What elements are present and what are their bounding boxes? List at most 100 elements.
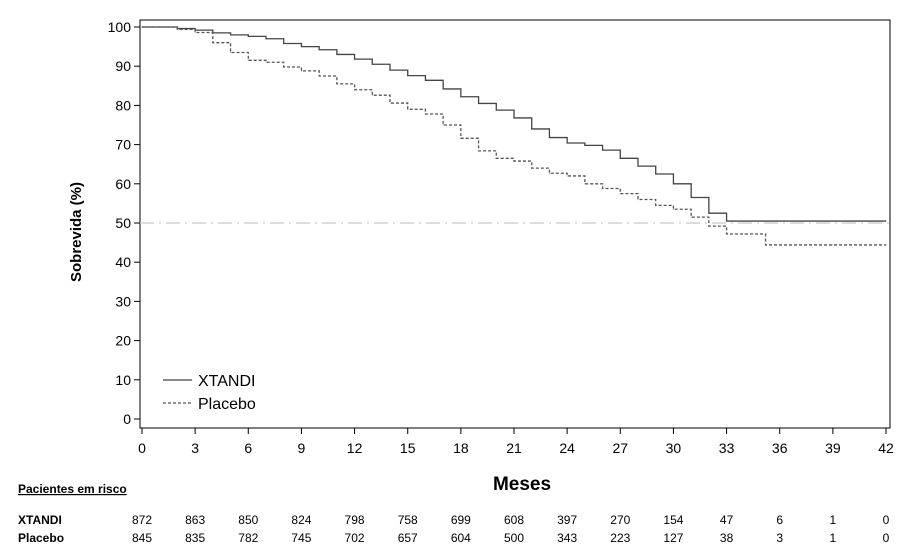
y-tick-label: 80 [115, 97, 131, 113]
risk-value-placebo: 702 [345, 531, 365, 545]
risk-value-xtandi: 872 [132, 513, 152, 527]
plot-area [139, 19, 891, 429]
x-tick-label: 24 [559, 440, 575, 456]
data-point-xtandi [371, 63, 373, 65]
y-tick-label: 60 [115, 176, 131, 192]
data-point-placebo [424, 113, 427, 115]
legend-label-placebo: Placebo [198, 396, 256, 413]
data-point-xtandi [779, 220, 781, 222]
data-point-placebo [885, 244, 887, 246]
x-tick-label: 33 [719, 440, 735, 456]
data-point-xtandi [424, 79, 427, 81]
data-point-placebo [566, 175, 568, 177]
data-point-placebo [495, 157, 497, 159]
x-tick-label: 0 [138, 440, 146, 456]
x-tick-label: 27 [612, 440, 628, 456]
data-point-placebo [764, 244, 767, 246]
data-point-placebo [194, 31, 196, 34]
x-tick-label: 30 [666, 440, 682, 456]
data-point-placebo [353, 89, 356, 91]
y-tick-label: 50 [115, 215, 131, 231]
data-point-xtandi [584, 144, 586, 146]
x-tick-label: 21 [506, 440, 522, 456]
data-point-xtandi [265, 38, 267, 40]
data-point-placebo [637, 198, 639, 201]
risk-row-name-xtandi: XTANDI [18, 513, 62, 527]
data-point-xtandi [495, 109, 497, 111]
data-point-xtandi [655, 173, 657, 175]
data-point-placebo [548, 172, 551, 174]
data-point-xtandi [336, 53, 338, 56]
x-tick-label: 3 [191, 440, 199, 456]
risk-value-placebo: 745 [291, 531, 311, 545]
data-point-xtandi [690, 196, 692, 199]
risk-value-xtandi: 824 [291, 513, 311, 527]
data-point-placebo [761, 233, 763, 235]
data-point-placebo [265, 61, 267, 63]
data-point-xtandi [601, 149, 604, 151]
data-point-placebo [283, 66, 285, 68]
data-point-placebo [477, 150, 480, 152]
risk-value-placebo: 38 [720, 531, 734, 545]
x-tick-label: 42 [878, 440, 894, 456]
series-line-xtandi [142, 26, 886, 222]
x-tick-label: 18 [453, 440, 469, 456]
y-tick-label: 100 [108, 19, 132, 35]
data-point-placebo [300, 70, 303, 72]
y-tick-label: 30 [115, 293, 131, 309]
data-point-xtandi [283, 42, 285, 45]
risk-value-placebo: 657 [398, 531, 418, 545]
data-point-xtandi [725, 220, 728, 222]
data-point-xtandi [531, 128, 533, 130]
data-point-placebo [212, 42, 214, 44]
data-point-xtandi [708, 212, 710, 214]
data-point-placebo [159, 26, 161, 28]
data-point-xtandi [513, 117, 515, 119]
data-point-xtandi [300, 46, 303, 48]
risk-value-xtandi: 850 [238, 513, 258, 527]
risk-value-xtandi: 699 [451, 513, 471, 527]
risk-value-xtandi: 154 [663, 513, 683, 527]
y-tick-label: 20 [115, 333, 131, 349]
data-point-placebo [690, 216, 692, 218]
risk-value-xtandi: 47 [720, 513, 734, 527]
risk-value-xtandi: 863 [185, 513, 205, 527]
series-layer [141, 26, 887, 246]
y-tick-label: 10 [115, 372, 131, 388]
y-tick-label: 90 [115, 58, 131, 74]
risk-value-placebo: 3 [776, 531, 783, 545]
axes-layer: 0 3 6 9 12 15 18 21 24 27 30 33 36 39 4201020304050607… [108, 19, 894, 456]
data-point-placebo [176, 28, 179, 30]
data-point-xtandi [477, 102, 480, 105]
risk-value-xtandi: 0 [883, 513, 890, 527]
data-point-placebo [513, 160, 515, 162]
risk-row-name-placebo: Placebo [18, 531, 64, 545]
risk-value-xtandi: 6 [776, 513, 783, 527]
y-axis-title: Sobrevida (%) [68, 182, 85, 282]
x-tick-label: 12 [347, 440, 363, 456]
risk-value-xtandi: 270 [610, 513, 630, 527]
x-tick-label: 39 [825, 440, 841, 456]
data-point-placebo [389, 102, 391, 104]
data-point-xtandi [637, 165, 639, 167]
data-point-xtandi [619, 157, 621, 159]
risk-value-xtandi: 397 [557, 513, 577, 527]
data-point-xtandi [229, 34, 232, 36]
data-point-xtandi [389, 69, 391, 71]
risk-value-xtandi: 758 [398, 513, 418, 527]
risk-value-placebo: 127 [663, 531, 683, 545]
data-point-xtandi [318, 49, 320, 51]
x-tick-label: 36 [772, 440, 788, 456]
data-point-xtandi [442, 88, 444, 90]
x-tick-label: 15 [400, 440, 416, 456]
data-point-xtandi [407, 75, 409, 77]
data-point-placebo [601, 187, 604, 190]
x-axis-title: Meses [493, 474, 551, 495]
data-point-placebo [371, 94, 373, 96]
data-point-placebo [531, 167, 533, 169]
risk-value-xtandi: 608 [504, 513, 524, 527]
data-point-placebo [743, 233, 745, 235]
data-point-placebo [442, 124, 444, 126]
risk-value-placebo: 835 [185, 531, 205, 545]
